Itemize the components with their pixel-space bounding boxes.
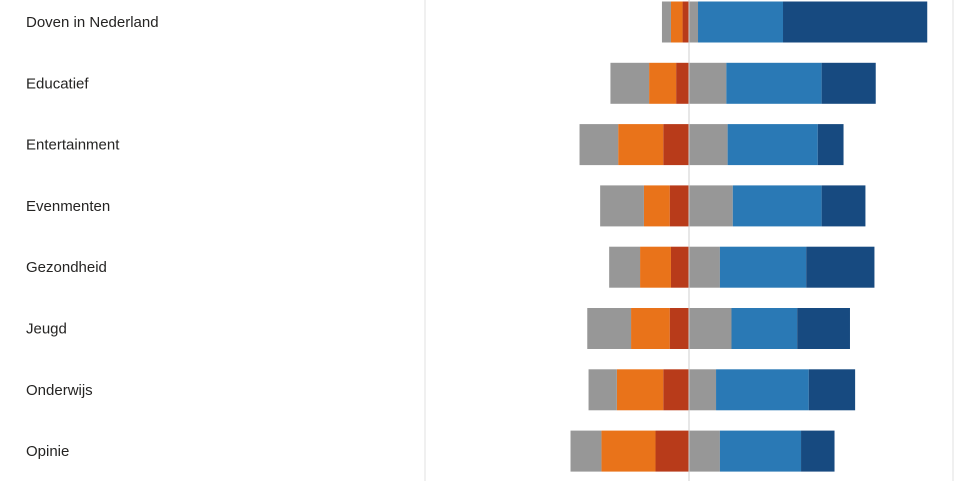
category-label: Educatief (26, 75, 89, 92)
bar-segment[interactable] (579, 124, 619, 166)
bar-segment[interactable] (821, 62, 876, 104)
bar-segment[interactable] (689, 246, 720, 288)
category-label: Entertainment (26, 137, 120, 154)
bar-segment[interactable] (689, 430, 720, 472)
bar-segment[interactable] (689, 62, 727, 104)
bar-segment[interactable] (731, 308, 798, 349)
bar-segment[interactable] (732, 185, 822, 227)
bar-segment[interactable] (726, 62, 822, 104)
bar-segment[interactable] (689, 1, 699, 43)
bar-segment[interactable] (719, 430, 802, 472)
bar-segment[interactable] (808, 369, 856, 411)
bar-segment[interactable] (570, 430, 602, 472)
bar-segment[interactable] (682, 1, 689, 43)
bar-segment[interactable] (689, 185, 733, 227)
category-label: Gezondheid (26, 259, 107, 276)
bar-segment[interactable] (669, 185, 689, 227)
bar-segment[interactable] (669, 308, 689, 349)
bar-segment[interactable] (698, 1, 784, 43)
bar-segment[interactable] (655, 430, 689, 472)
bar-segment[interactable] (821, 185, 866, 227)
bar-segment[interactable] (587, 308, 632, 349)
bar-segment[interactable] (631, 308, 670, 349)
bar-segments (570, 1, 928, 472)
bar-segment[interactable] (689, 308, 732, 349)
bar-segment[interactable] (689, 369, 717, 411)
bar-segment[interactable] (716, 369, 809, 411)
bar-segment[interactable] (649, 62, 677, 104)
bar-segment[interactable] (676, 62, 689, 104)
bar-segment[interactable] (719, 246, 807, 288)
bar-segment[interactable] (727, 124, 818, 166)
bar-segment[interactable] (601, 430, 656, 472)
bar-segment[interactable] (588, 369, 617, 411)
category-label: Onderwijs (26, 382, 93, 399)
bar-segment[interactable] (817, 124, 844, 166)
bar-segment[interactable] (797, 308, 850, 349)
bar-segment[interactable] (661, 1, 671, 43)
bar-segment[interactable] (670, 246, 689, 288)
bar-segment[interactable] (618, 124, 664, 166)
bar-segment[interactable] (616, 369, 664, 411)
bar-segment[interactable] (783, 1, 928, 43)
bar-segment[interactable] (600, 185, 644, 227)
bar-segment[interactable] (670, 1, 683, 43)
bar-segment[interactable] (806, 246, 875, 288)
bar-segment[interactable] (801, 430, 835, 472)
bar-segment[interactable] (663, 369, 689, 411)
bar-segment[interactable] (640, 246, 671, 288)
bar-segment[interactable] (609, 246, 641, 288)
category-labels: Doven in Nederland Educatief Entertainment… (26, 14, 159, 460)
category-label: Jeugd (26, 321, 67, 338)
bar-segment[interactable] (689, 124, 728, 166)
category-label: Opinie (26, 443, 69, 460)
bar-segment[interactable] (663, 124, 689, 166)
category-label: Evenmenten (26, 198, 110, 215)
bar-segment[interactable] (610, 62, 650, 104)
category-label: Doven in Nederland (26, 14, 159, 31)
bar-segment[interactable] (643, 185, 670, 227)
